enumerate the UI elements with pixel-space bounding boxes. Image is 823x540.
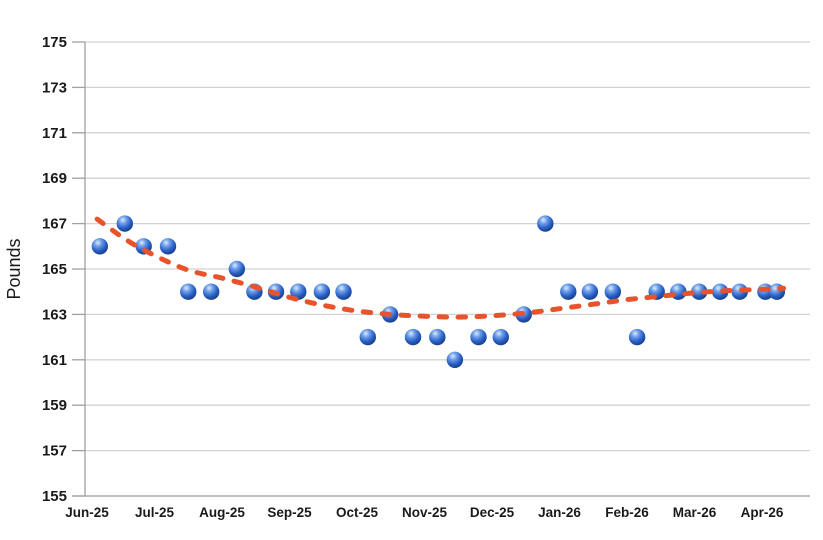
data-point-marker bbox=[159, 238, 177, 255]
data-point-marker bbox=[560, 283, 577, 300]
y-tick-label: 165 bbox=[42, 261, 67, 278]
x-tick-label: Nov-25 bbox=[402, 505, 448, 520]
y-tick-label: 175 bbox=[42, 34, 67, 51]
data-point-marker bbox=[691, 283, 708, 300]
data-point-marker bbox=[628, 328, 646, 346]
data-point-marker bbox=[91, 238, 109, 255]
y-tick-label: 157 bbox=[42, 443, 67, 460]
trend-line bbox=[94, 216, 787, 320]
data-point-marker bbox=[604, 283, 622, 300]
data-point-marker bbox=[313, 283, 331, 300]
data-point-marker bbox=[470, 328, 487, 346]
x-tick-label: Dec-25 bbox=[470, 505, 515, 520]
data-point-marker bbox=[537, 215, 554, 232]
x-tick-label: Aug-25 bbox=[199, 505, 245, 520]
x-tick-label: Apr-26 bbox=[741, 505, 784, 520]
data-point-marker bbox=[711, 283, 729, 300]
y-axis-title: Pounds bbox=[4, 238, 24, 299]
data-point-marker bbox=[335, 283, 352, 300]
y-tick-label: 173 bbox=[42, 79, 67, 96]
data-point-marker bbox=[359, 328, 376, 346]
y-tick-label: 163 bbox=[42, 306, 67, 323]
data-point-marker bbox=[404, 328, 422, 346]
data-point-marker bbox=[228, 260, 246, 278]
y-tick-label: 161 bbox=[42, 352, 67, 369]
y-tick-label: 169 bbox=[42, 170, 67, 187]
y-tick-label: 159 bbox=[42, 397, 67, 414]
x-tick-label: Oct-25 bbox=[336, 505, 379, 520]
data-point-marker bbox=[290, 283, 307, 300]
data-point-marker bbox=[429, 328, 446, 346]
x-tick-label: Mar-26 bbox=[673, 505, 717, 520]
y-tick-label: 171 bbox=[42, 125, 67, 142]
data-point-marker bbox=[492, 328, 509, 346]
x-tick-label: Jun-25 bbox=[65, 505, 109, 520]
x-tick-label: Jul-25 bbox=[135, 505, 175, 520]
x-tick-label: Jan-26 bbox=[538, 505, 581, 520]
data-point-marker bbox=[180, 283, 197, 300]
data-point-marker bbox=[581, 283, 599, 300]
data-point-marker bbox=[116, 215, 133, 232]
x-tick-label: Feb-26 bbox=[605, 505, 649, 520]
y-tick-label: 167 bbox=[42, 216, 67, 233]
x-tick-label: Sep-25 bbox=[267, 505, 312, 520]
data-point-marker bbox=[203, 283, 220, 300]
data-point-marker bbox=[446, 351, 464, 368]
y-tick-label: 155 bbox=[42, 488, 67, 505]
